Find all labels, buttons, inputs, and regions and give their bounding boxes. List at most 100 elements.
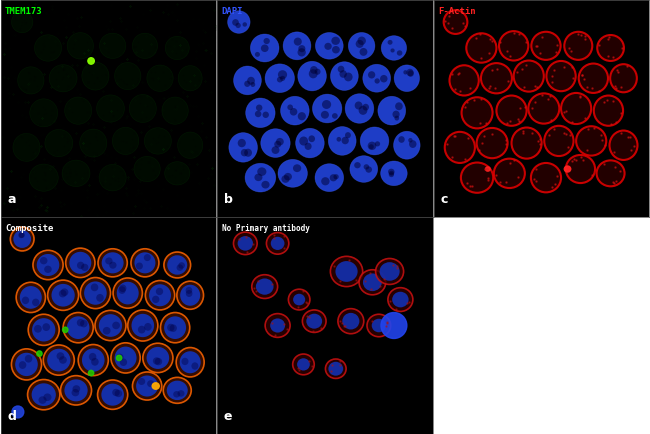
Ellipse shape <box>167 324 174 331</box>
Ellipse shape <box>129 95 157 122</box>
Ellipse shape <box>256 105 263 111</box>
Ellipse shape <box>177 281 203 309</box>
Ellipse shape <box>298 45 306 52</box>
Ellipse shape <box>564 32 592 60</box>
Ellipse shape <box>149 284 171 306</box>
Ellipse shape <box>280 76 285 81</box>
Ellipse shape <box>117 282 138 304</box>
Ellipse shape <box>101 384 124 406</box>
Ellipse shape <box>67 33 94 59</box>
Ellipse shape <box>602 39 619 56</box>
Ellipse shape <box>310 66 318 74</box>
Ellipse shape <box>34 35 62 61</box>
Ellipse shape <box>374 78 380 84</box>
Ellipse shape <box>263 38 270 44</box>
Ellipse shape <box>153 357 161 365</box>
Ellipse shape <box>131 314 154 337</box>
Ellipse shape <box>381 312 407 339</box>
Ellipse shape <box>178 66 202 91</box>
Ellipse shape <box>528 93 560 124</box>
Ellipse shape <box>81 264 88 271</box>
Ellipse shape <box>512 128 541 159</box>
Ellipse shape <box>45 129 73 157</box>
Ellipse shape <box>330 256 363 286</box>
Ellipse shape <box>18 232 24 238</box>
Ellipse shape <box>274 141 281 148</box>
Ellipse shape <box>20 286 42 309</box>
Ellipse shape <box>161 312 190 343</box>
Ellipse shape <box>242 22 247 27</box>
Ellipse shape <box>244 149 252 157</box>
Ellipse shape <box>348 33 375 59</box>
Text: F-Actin: F-Actin <box>438 7 476 16</box>
Ellipse shape <box>25 355 32 362</box>
Ellipse shape <box>461 163 493 193</box>
Ellipse shape <box>494 159 525 188</box>
Ellipse shape <box>499 31 528 60</box>
Ellipse shape <box>278 70 287 79</box>
Ellipse shape <box>315 69 320 75</box>
Ellipse shape <box>409 140 417 148</box>
Ellipse shape <box>59 356 67 364</box>
Ellipse shape <box>98 380 127 409</box>
Ellipse shape <box>179 351 201 373</box>
Ellipse shape <box>380 75 387 82</box>
Ellipse shape <box>594 95 623 126</box>
Ellipse shape <box>257 168 266 176</box>
Ellipse shape <box>116 354 124 361</box>
Ellipse shape <box>354 162 361 168</box>
Ellipse shape <box>103 327 111 335</box>
Ellipse shape <box>328 127 356 155</box>
Ellipse shape <box>114 347 136 369</box>
Ellipse shape <box>360 127 389 155</box>
Ellipse shape <box>146 280 175 310</box>
Ellipse shape <box>77 262 85 269</box>
Ellipse shape <box>13 230 31 248</box>
Ellipse shape <box>96 294 104 302</box>
Ellipse shape <box>138 378 145 385</box>
Ellipse shape <box>177 132 203 158</box>
Ellipse shape <box>372 319 386 332</box>
Ellipse shape <box>101 252 124 273</box>
Ellipse shape <box>393 131 420 159</box>
Ellipse shape <box>114 62 141 90</box>
Ellipse shape <box>44 345 74 375</box>
Ellipse shape <box>32 383 56 406</box>
Ellipse shape <box>144 323 151 331</box>
Ellipse shape <box>296 128 324 158</box>
Ellipse shape <box>467 103 487 123</box>
Ellipse shape <box>144 128 172 154</box>
Ellipse shape <box>569 37 588 55</box>
Ellipse shape <box>32 299 40 306</box>
Ellipse shape <box>162 97 188 124</box>
Ellipse shape <box>136 263 143 270</box>
Ellipse shape <box>133 33 157 59</box>
Ellipse shape <box>105 257 112 264</box>
Ellipse shape <box>343 313 359 329</box>
Ellipse shape <box>72 389 79 396</box>
Ellipse shape <box>19 361 27 369</box>
Ellipse shape <box>324 43 332 50</box>
Ellipse shape <box>167 381 188 400</box>
Ellipse shape <box>381 161 407 186</box>
Ellipse shape <box>534 99 554 118</box>
Ellipse shape <box>315 33 343 59</box>
Ellipse shape <box>238 139 246 147</box>
Ellipse shape <box>270 319 285 332</box>
Ellipse shape <box>339 70 347 78</box>
Ellipse shape <box>392 292 409 307</box>
Ellipse shape <box>330 62 358 90</box>
Ellipse shape <box>99 33 126 59</box>
Ellipse shape <box>332 46 340 53</box>
Text: a: a <box>7 193 16 206</box>
Ellipse shape <box>454 71 474 90</box>
Ellipse shape <box>406 69 413 76</box>
Ellipse shape <box>382 36 407 60</box>
Ellipse shape <box>147 65 173 92</box>
Ellipse shape <box>368 141 376 150</box>
Ellipse shape <box>240 149 248 156</box>
Ellipse shape <box>298 61 326 91</box>
Ellipse shape <box>261 45 268 52</box>
Ellipse shape <box>298 48 306 56</box>
Ellipse shape <box>293 294 306 306</box>
